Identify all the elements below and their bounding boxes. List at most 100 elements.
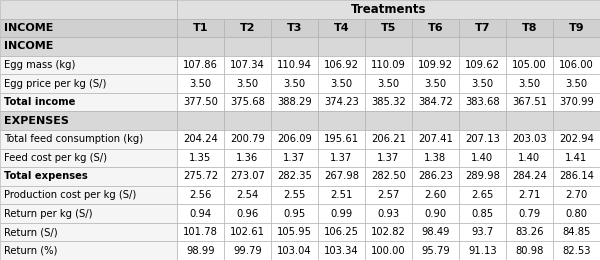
Text: 3.50: 3.50 <box>518 79 541 89</box>
Text: Total feed consumption (kg): Total feed consumption (kg) <box>4 134 143 144</box>
Bar <box>412 18 459 37</box>
Text: T3: T3 <box>287 23 302 33</box>
Bar <box>318 167 365 186</box>
Text: 207.13: 207.13 <box>465 134 500 144</box>
Bar <box>553 204 600 223</box>
Text: 1.41: 1.41 <box>565 153 587 163</box>
Bar <box>506 56 553 74</box>
Bar <box>553 186 600 204</box>
Bar <box>224 37 271 56</box>
Text: 1.37: 1.37 <box>283 153 305 163</box>
Bar <box>224 130 271 148</box>
Bar <box>459 148 506 167</box>
Bar <box>553 242 600 260</box>
Text: 203.03: 203.03 <box>512 134 547 144</box>
Bar <box>318 204 365 223</box>
Text: 1.37: 1.37 <box>331 153 353 163</box>
Bar <box>459 74 506 93</box>
Text: T6: T6 <box>428 23 443 33</box>
Bar <box>177 223 224 242</box>
Text: 370.99: 370.99 <box>559 97 594 107</box>
Bar <box>412 74 459 93</box>
Bar <box>506 93 553 112</box>
Bar <box>506 74 553 93</box>
Bar <box>365 223 412 242</box>
Text: 110.09: 110.09 <box>371 60 406 70</box>
Text: T8: T8 <box>521 23 537 33</box>
Text: Total expenses: Total expenses <box>4 171 88 181</box>
Bar <box>0 0 177 18</box>
Text: 105.95: 105.95 <box>277 227 312 237</box>
Text: 100.00: 100.00 <box>371 246 406 256</box>
Text: 384.72: 384.72 <box>418 97 453 107</box>
Bar <box>459 56 506 74</box>
Bar <box>412 93 459 112</box>
Bar <box>459 112 506 130</box>
Bar <box>553 74 600 93</box>
Text: 110.94: 110.94 <box>277 60 312 70</box>
Bar <box>365 18 412 37</box>
Text: 103.04: 103.04 <box>277 246 312 256</box>
Text: INCOME: INCOME <box>4 41 53 51</box>
Text: T4: T4 <box>334 23 349 33</box>
Bar <box>177 130 224 148</box>
Text: 84.85: 84.85 <box>562 227 590 237</box>
Text: 107.34: 107.34 <box>230 60 265 70</box>
Bar <box>0 167 177 186</box>
Text: 286.23: 286.23 <box>418 171 453 181</box>
Bar <box>177 148 224 167</box>
Text: Return (S/): Return (S/) <box>4 227 57 237</box>
Text: 101.78: 101.78 <box>183 227 218 237</box>
Bar <box>553 37 600 56</box>
Bar <box>271 37 318 56</box>
Bar <box>177 112 224 130</box>
Bar <box>318 93 365 112</box>
Bar <box>0 18 177 37</box>
Text: 206.09: 206.09 <box>277 134 312 144</box>
Bar <box>412 130 459 148</box>
Text: 2.60: 2.60 <box>424 190 446 200</box>
Text: 82.53: 82.53 <box>562 246 590 256</box>
Bar <box>0 242 177 260</box>
Bar <box>412 56 459 74</box>
Text: 83.26: 83.26 <box>515 227 544 237</box>
Text: Treatments: Treatments <box>350 3 426 16</box>
Text: 80.98: 80.98 <box>515 246 544 256</box>
Bar <box>459 167 506 186</box>
Text: 106.25: 106.25 <box>324 227 359 237</box>
Text: Total income: Total income <box>4 97 75 107</box>
Text: 95.79: 95.79 <box>421 246 450 256</box>
Bar <box>224 167 271 186</box>
Text: 1.40: 1.40 <box>518 153 541 163</box>
Bar <box>365 148 412 167</box>
Text: 0.93: 0.93 <box>377 209 400 219</box>
Text: 195.61: 195.61 <box>324 134 359 144</box>
Bar <box>506 148 553 167</box>
Text: 2.56: 2.56 <box>190 190 212 200</box>
Text: INCOME: INCOME <box>4 23 53 33</box>
Text: 2.65: 2.65 <box>471 190 494 200</box>
Bar <box>318 242 365 260</box>
Text: 0.85: 0.85 <box>472 209 493 219</box>
Bar <box>0 93 177 112</box>
Text: 3.50: 3.50 <box>565 79 587 89</box>
Bar <box>177 204 224 223</box>
Bar <box>177 186 224 204</box>
Bar <box>271 148 318 167</box>
Bar <box>177 167 224 186</box>
Text: 385.32: 385.32 <box>371 97 406 107</box>
Bar <box>177 74 224 93</box>
Bar <box>271 56 318 74</box>
Text: 267.98: 267.98 <box>324 171 359 181</box>
Bar <box>459 130 506 148</box>
Text: 1.37: 1.37 <box>377 153 400 163</box>
Bar <box>365 242 412 260</box>
Bar <box>177 56 224 74</box>
Text: 109.92: 109.92 <box>418 60 453 70</box>
Bar <box>553 112 600 130</box>
Text: 2.70: 2.70 <box>565 190 587 200</box>
Bar <box>177 242 224 260</box>
Text: T2: T2 <box>240 23 255 33</box>
Bar <box>318 37 365 56</box>
Bar <box>224 242 271 260</box>
